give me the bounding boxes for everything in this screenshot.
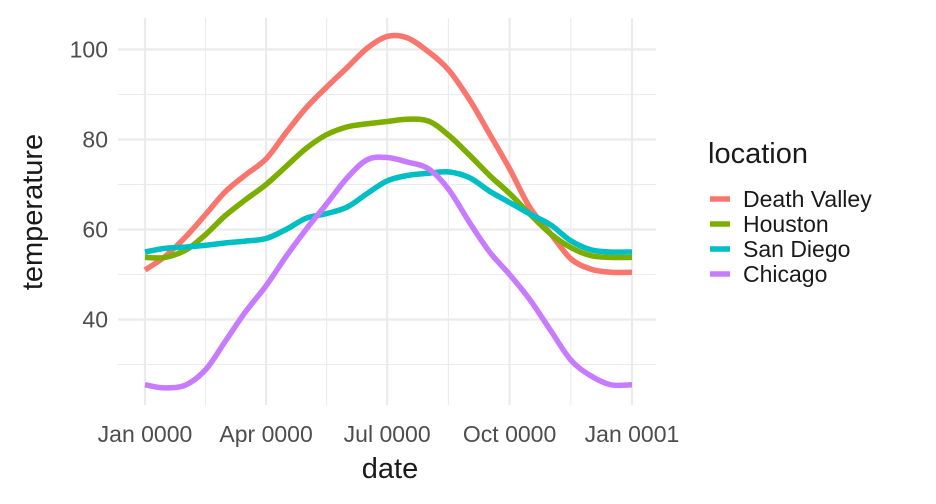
series-lines [143,32,633,391]
y-tick-label: 100 [70,37,108,63]
x-axis-tick-labels: Jan 0000 Apr 0000 Jul 0000 Oct 0000 Jan 0001 [98,421,680,447]
x-tick-label: Jan 0001 [585,421,680,447]
legend-label: Houston [743,211,829,237]
x-tick-label: Apr 0000 [219,421,312,447]
legend-label: Chicago [743,261,827,287]
y-axis-tick-labels: 40 60 80 100 [70,37,108,333]
major-gridlines [118,18,656,405]
x-axis-title: date [362,453,418,485]
series-line-san-diego [144,168,633,255]
legend-label: Death Valley [743,186,872,212]
series-line-houston [144,116,633,261]
y-tick-label: 40 [82,307,108,333]
legend-label: San Diego [743,236,850,262]
legend-title: location [708,138,808,170]
y-tick-label: 60 [82,217,108,243]
x-tick-label: Oct 0000 [463,421,556,447]
y-axis-title: temperature [17,134,49,290]
y-tick-label: 80 [82,127,108,153]
x-tick-label: Jan 0000 [98,421,193,447]
x-tick-label: Jul 0000 [344,421,431,447]
series-line-chicago [144,154,633,391]
